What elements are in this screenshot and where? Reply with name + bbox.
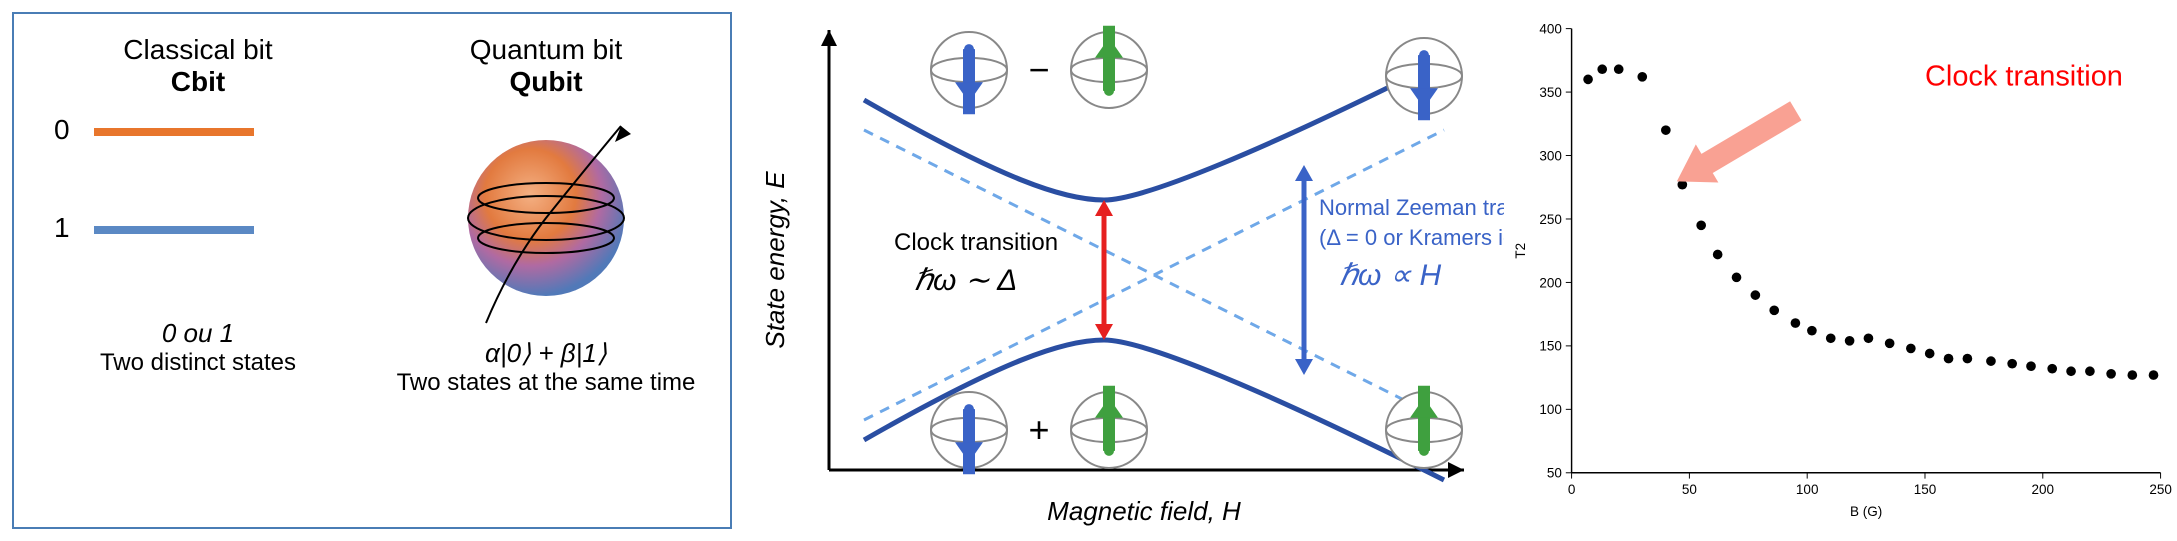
svg-text:(Δ = 0 or Kramers ion): (Δ = 0 or Kramers ion) [1319,225,1504,250]
svg-text:ℏω ∝ H: ℏω ∝ H [1339,259,1441,292]
bit1-label: 1 [54,212,70,244]
bit-bars: 0 1 [24,128,372,308]
classical-eq: 0 ou 1 [24,318,372,349]
quantum-bold: Qubit [372,66,720,98]
svg-text:−: − [1028,49,1049,90]
svg-text:100: 100 [1796,482,1819,497]
t2-vs-b-chart: 0 50 100 150 200 250 50 100 150 200 250 300 350 400 B … [1504,0,2177,541]
classical-bold: Cbit [24,66,372,98]
svg-text:Clock transition: Clock transition [894,229,1058,256]
svg-text:250: 250 [2149,482,2172,497]
svg-text:150: 150 [1539,339,1562,354]
svg-text:350: 350 [1539,85,1562,100]
cbit-qubit-panel: Classical bit Cbit 0 1 0 ou 1 Two distin… [12,12,732,529]
classical-title: Classical bit [24,34,372,66]
classical-col: Classical bit Cbit 0 1 0 ou 1 Two distin… [24,34,372,507]
svg-text:250: 250 [1539,212,1562,227]
svg-text:State energy, E: State energy, E [760,171,790,349]
svg-text:50: 50 [1547,466,1562,481]
svg-text:Magnetic field, H: Magnetic field, H [1047,496,1241,526]
svg-text:200: 200 [1539,275,1562,290]
svg-text:ℏω ∼ Δ: ℏω ∼ Δ [914,264,1017,297]
quantum-eq: α|0⟩ + β|1⟩ [372,338,720,369]
svg-text:50: 50 [1682,482,1697,497]
svg-text:300: 300 [1539,148,1562,163]
svg-text:T2: T2 [1513,243,1528,259]
svg-text:150: 150 [1914,482,1937,497]
bit0-bar: 0 [94,128,254,136]
classical-caption: Two distinct states [24,349,372,377]
bit1-bar: 1 [94,226,254,234]
bloch-sphere-icon [416,108,676,328]
svg-text:200: 200 [2032,482,2055,497]
svg-text:100: 100 [1539,402,1562,417]
quantum-title: Quantum bit [372,34,720,66]
svg-text:0: 0 [1568,482,1576,497]
svg-text:400: 400 [1539,21,1562,36]
quantum-caption: Two states at the same time [372,369,720,397]
quantum-col: Quantum bit Qubit α|0⟩ + β|1⟩ Two states… [372,34,720,507]
clock-transition-diagram: State energy, E Magnetic field, H Clock tr… [744,0,1504,541]
svg-text:B (G): B (G) [1850,504,1882,519]
bit0-label: 0 [54,114,70,146]
svg-text:Normal Zeeman transition: Normal Zeeman transition [1319,195,1504,220]
svg-text:Clock transition: Clock transition [1925,61,2123,93]
svg-text:+: + [1028,409,1049,450]
